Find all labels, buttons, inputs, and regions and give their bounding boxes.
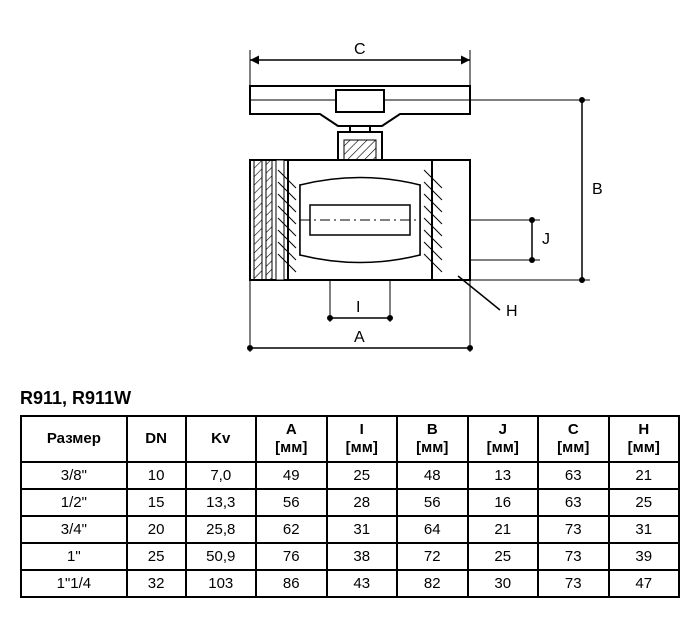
table-row: 1"2550,9763872257339 <box>21 543 679 570</box>
table-row: 1"1/432103864382307347 <box>21 570 679 597</box>
table-row: 1/2"1513,3562856166325 <box>21 489 679 516</box>
dim-label-i: I <box>356 299 360 316</box>
col-i: I[мм] <box>327 416 398 462</box>
col-kv: Kv <box>186 416 257 462</box>
valve-diagram: H C A I B J <box>20 20 680 380</box>
table-row: 3/8"107,0492548136321 <box>21 462 679 489</box>
table-title: R911, R911W <box>20 388 680 409</box>
table-row: 3/4"2025,8623164217331 <box>21 516 679 543</box>
dim-label-h: H <box>506 303 518 320</box>
dim-label-c: C <box>354 41 366 58</box>
dimensions-table: РазмерDNKvA[мм]I[мм]B[мм]J[мм]C[мм]H[мм]… <box>20 415 680 598</box>
col-dn: DN <box>127 416 186 462</box>
col-a: A[мм] <box>256 416 327 462</box>
dim-label-j: J <box>542 231 550 248</box>
col-c: C[мм] <box>538 416 609 462</box>
col-b: B[мм] <box>397 416 468 462</box>
dim-label-b: B <box>592 181 603 198</box>
col-j: J[мм] <box>468 416 539 462</box>
col-h: H[мм] <box>609 416 680 462</box>
col-size: Размер <box>21 416 127 462</box>
dim-label-a: A <box>354 329 365 346</box>
